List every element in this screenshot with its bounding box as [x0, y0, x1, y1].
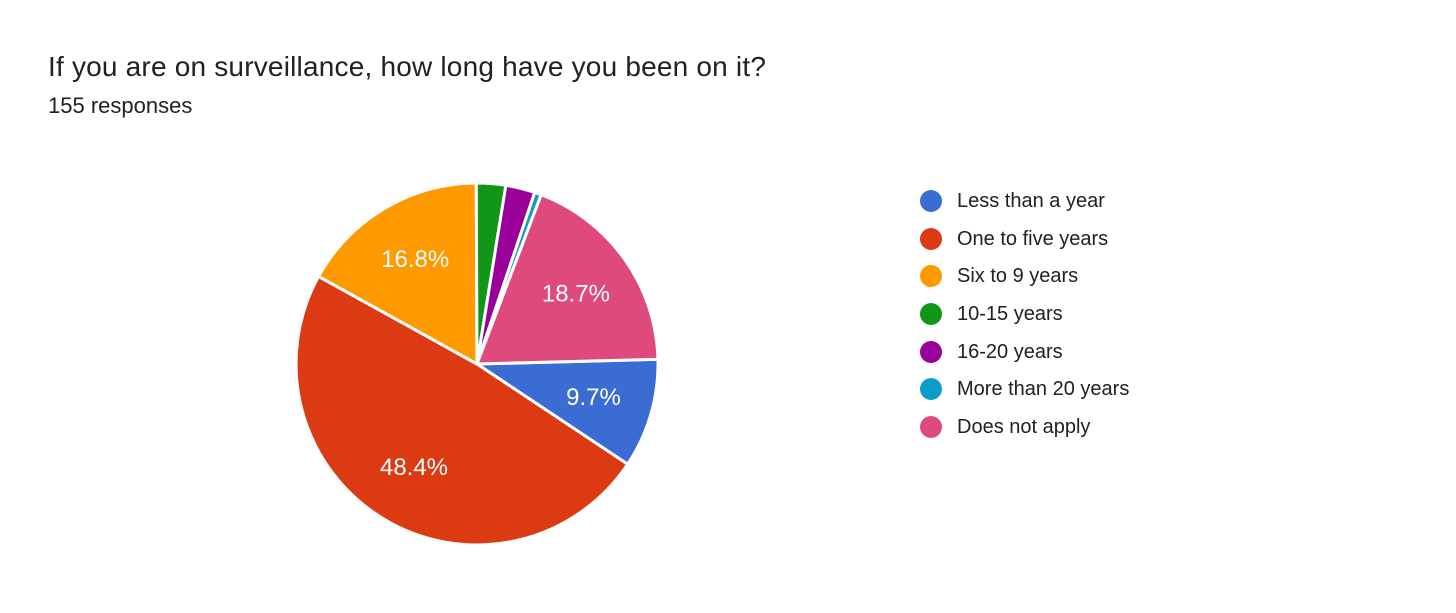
legend-item-six-to-9-years: Six to 9 years: [920, 265, 1129, 288]
legend-item-does-not-apply: Does not apply: [920, 416, 1129, 439]
slice-percent-label-does-not-apply: 18.7%: [542, 280, 610, 307]
legend-swatch-icon: [920, 340, 942, 363]
chart-legend: Less than a year One to five years Six to …: [920, 190, 1129, 454]
pie-chart: 9.7% 48.4% 16.8% 18.7%: [294, 181, 660, 547]
slice-percent-label-less-than-a-year: 9.7%: [566, 384, 621, 411]
legend-swatch-icon: [920, 416, 942, 439]
legend-item-label: Less than a year: [957, 190, 1105, 212]
legend-item-one-to-five-years: One to five years: [920, 227, 1129, 250]
legend-item-label: Six to 9 years: [957, 265, 1079, 288]
chart-title: If you are on surveillance, how long hav…: [48, 51, 767, 82]
legend-swatch-icon: [920, 378, 942, 401]
legend-swatch-icon: [920, 265, 942, 288]
legend-item-label: More than 20 years: [957, 378, 1130, 401]
legend-item-label: 10-15 years: [957, 303, 1063, 326]
legend-item-label: Does not apply: [957, 416, 1091, 439]
legend-item-less-than-a-year: Less than a year: [920, 190, 1129, 212]
legend-item-16-20-years: 16-20 years: [920, 340, 1129, 363]
slice-percent-label-one-to-five-years: 48.4%: [380, 454, 448, 481]
slice-percent-label-six-to-9-years: 16.8%: [381, 246, 449, 273]
response-count: 155 responses: [48, 93, 193, 118]
pie-slice-less-than-a-year[interactable]: [475, 357, 660, 466]
pie-slice-does-not-apply[interactable]: [475, 193, 660, 366]
legend-item-label: 16-20 years: [957, 340, 1063, 363]
legend-swatch-icon: [920, 190, 942, 212]
pie-slice-one-to-five-years[interactable]: [294, 274, 630, 547]
legend-item-10-15-years: 10-15 years: [920, 303, 1129, 326]
pie-slice-six-to-9-years[interactable]: [317, 181, 479, 366]
legend-item-label: One to five years: [957, 227, 1109, 250]
legend-swatch-icon: [920, 227, 942, 250]
legend-item-more-than-20-years: More than 20 years: [920, 378, 1130, 401]
legend-swatch-icon: [920, 303, 942, 326]
